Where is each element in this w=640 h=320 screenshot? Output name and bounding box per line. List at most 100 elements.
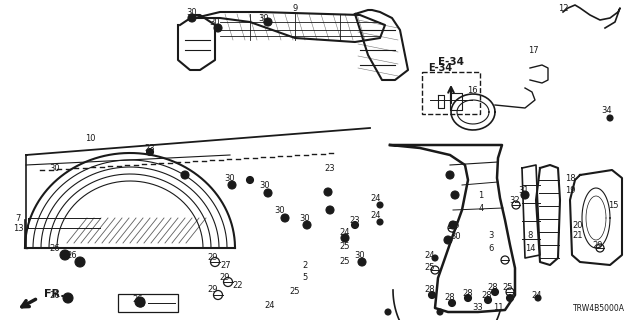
- Text: 31: 31: [518, 186, 529, 195]
- Circle shape: [465, 294, 472, 301]
- Text: 26: 26: [132, 295, 143, 305]
- Text: 30: 30: [210, 18, 220, 27]
- Circle shape: [377, 219, 383, 225]
- Text: 8: 8: [527, 230, 532, 239]
- Text: 6: 6: [488, 244, 493, 252]
- Text: 30: 30: [225, 173, 236, 182]
- Circle shape: [437, 309, 443, 315]
- Text: 30: 30: [275, 205, 285, 214]
- Text: 16: 16: [467, 85, 477, 94]
- Circle shape: [228, 181, 236, 189]
- Text: 24: 24: [265, 300, 275, 309]
- Text: 10: 10: [84, 133, 95, 142]
- Text: 1: 1: [478, 190, 484, 199]
- Circle shape: [607, 115, 613, 121]
- Text: 9: 9: [292, 4, 298, 12]
- Circle shape: [451, 191, 459, 199]
- Text: 29: 29: [208, 253, 218, 262]
- Circle shape: [506, 294, 513, 301]
- Circle shape: [324, 188, 332, 196]
- Text: 30: 30: [355, 251, 365, 260]
- Text: 30: 30: [50, 164, 60, 172]
- Circle shape: [281, 214, 289, 222]
- Text: 25: 25: [450, 220, 460, 229]
- Text: 20: 20: [573, 220, 583, 229]
- Text: 30: 30: [300, 213, 310, 222]
- Circle shape: [377, 202, 383, 208]
- Text: 28: 28: [482, 291, 492, 300]
- Text: 26: 26: [50, 244, 60, 252]
- Circle shape: [429, 292, 435, 299]
- Text: 5: 5: [302, 274, 308, 283]
- Text: 30: 30: [259, 13, 269, 22]
- Circle shape: [449, 300, 456, 307]
- Text: 24: 24: [425, 251, 435, 260]
- Text: E-34: E-34: [428, 63, 452, 73]
- Circle shape: [264, 18, 272, 26]
- Text: 23: 23: [349, 215, 360, 225]
- Circle shape: [75, 257, 85, 267]
- Text: 32: 32: [509, 196, 520, 204]
- Circle shape: [521, 191, 529, 199]
- Text: 25: 25: [340, 258, 350, 267]
- Text: 17: 17: [528, 45, 538, 54]
- Text: 24: 24: [340, 228, 350, 236]
- Text: 34: 34: [602, 106, 612, 115]
- Text: 25: 25: [425, 263, 435, 273]
- Circle shape: [188, 14, 196, 22]
- Text: 3: 3: [488, 230, 493, 239]
- Circle shape: [137, 299, 145, 307]
- Text: 30: 30: [451, 231, 461, 241]
- Circle shape: [181, 171, 189, 179]
- Text: 29: 29: [220, 274, 230, 283]
- Text: 24: 24: [371, 194, 381, 203]
- Text: 29: 29: [593, 241, 604, 250]
- Circle shape: [449, 221, 457, 229]
- Text: 28: 28: [425, 285, 435, 294]
- Circle shape: [326, 206, 334, 214]
- Circle shape: [432, 255, 438, 261]
- Circle shape: [535, 295, 541, 301]
- Text: 14: 14: [525, 244, 535, 252]
- Text: E-34: E-34: [438, 57, 464, 67]
- Circle shape: [63, 293, 73, 303]
- Text: 23: 23: [324, 164, 335, 172]
- Circle shape: [246, 177, 253, 183]
- Circle shape: [446, 171, 454, 179]
- Text: 25: 25: [503, 284, 513, 292]
- Text: TRW4B5000A: TRW4B5000A: [573, 304, 625, 313]
- Circle shape: [492, 289, 499, 295]
- Text: 33: 33: [472, 303, 483, 313]
- Circle shape: [147, 148, 154, 156]
- Circle shape: [358, 258, 366, 266]
- Text: FR.: FR.: [44, 289, 65, 299]
- Text: 25: 25: [290, 287, 300, 297]
- Circle shape: [60, 250, 70, 260]
- Text: 22: 22: [233, 281, 243, 290]
- Text: 28: 28: [488, 284, 499, 292]
- Text: 7: 7: [15, 213, 20, 222]
- Text: 23: 23: [145, 143, 156, 153]
- Text: 11: 11: [493, 303, 503, 313]
- Text: 30: 30: [187, 7, 197, 17]
- Circle shape: [385, 309, 391, 315]
- Text: 15: 15: [608, 201, 618, 210]
- Text: 28: 28: [445, 293, 455, 302]
- Text: 13: 13: [13, 223, 23, 233]
- Text: 19: 19: [564, 186, 575, 195]
- Text: 25: 25: [340, 242, 350, 251]
- Text: 30: 30: [260, 180, 270, 189]
- Text: 4: 4: [478, 204, 484, 212]
- Text: 12: 12: [557, 4, 568, 12]
- Circle shape: [351, 221, 358, 228]
- Circle shape: [303, 221, 311, 229]
- Circle shape: [214, 24, 222, 32]
- Bar: [422, 72, 480, 114]
- Text: 2: 2: [302, 260, 308, 269]
- Text: 27: 27: [221, 260, 231, 269]
- Text: 24: 24: [371, 211, 381, 220]
- Text: 28: 28: [463, 289, 474, 298]
- Text: 26: 26: [67, 251, 77, 260]
- Circle shape: [135, 297, 145, 307]
- Circle shape: [341, 234, 349, 242]
